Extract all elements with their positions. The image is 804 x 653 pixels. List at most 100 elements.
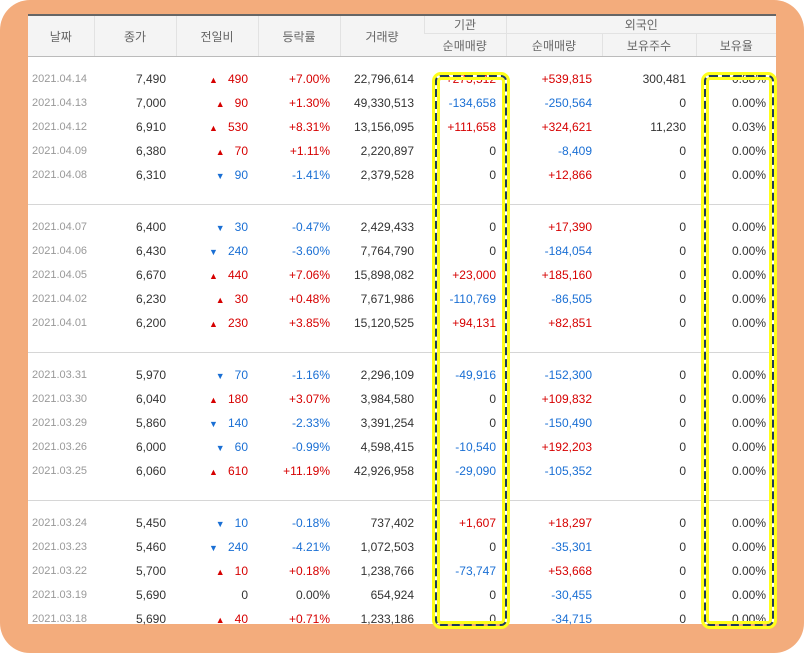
cell-foreign-net: +109,832: [541, 391, 592, 406]
highlight-institution-column: [432, 72, 510, 629]
cell-foreign-holdings: 0: [679, 95, 686, 110]
header-change[interactable]: 전일비: [175, 15, 258, 57]
header-rate[interactable]: 등락률: [257, 15, 340, 57]
cell-date: 2021.04.14: [32, 72, 88, 85]
table-row: 2021.03.22 5,700 ▲ 10 +0.18% 1,238,766 -73,747…: [28, 559, 776, 583]
cell-volume: 1,238,766: [360, 563, 414, 578]
cell-foreign-net: +18,297: [548, 515, 592, 530]
cell-volume: 22,796,614: [353, 71, 414, 86]
cell-change: ▲ 490: [176, 67, 258, 91]
group-spacer: [28, 501, 776, 511]
cell-institution-net: 0: [489, 243, 496, 258]
header-close[interactable]: 종가: [93, 15, 176, 57]
header-foreign-ratio[interactable]: 보유율: [695, 33, 777, 57]
cell-institution-net: -134,658: [448, 95, 496, 110]
cell-foreign-holdings: 0: [679, 267, 686, 282]
change-value: 60: [234, 439, 248, 454]
group-spacer: [28, 205, 776, 215]
change-value: 90: [234, 167, 248, 182]
cell-foreign-ratio: 0.03%: [731, 119, 767, 134]
cell-foreign-holdings: 300,481: [642, 71, 686, 86]
cell-foreign-net: +53,668: [548, 563, 592, 578]
down-triangle-icon: ▼: [215, 222, 225, 233]
cell-close: 6,060: [135, 463, 166, 478]
cell-institution-net: 0: [489, 539, 496, 554]
cell-foreign-ratio: 0.00%: [731, 95, 767, 110]
cell-institution-net: +111,658: [447, 119, 496, 134]
cell-foreign-ratio: 0.00%: [731, 439, 767, 454]
cell-volume: 2,296,109: [360, 367, 414, 382]
cell-foreign-ratio: 0.00%: [731, 391, 767, 406]
cell-rate: +0.71%: [288, 611, 330, 626]
cell-foreign-holdings: 0: [679, 539, 686, 554]
up-triangle-icon: ▲: [215, 566, 225, 577]
cell-foreign-net: -150,490: [544, 415, 592, 430]
down-triangle-icon: ▼: [215, 170, 225, 181]
cell-close: 6,000: [135, 439, 166, 454]
cell-foreign-net: +539,815: [541, 71, 592, 86]
header-foreign-net[interactable]: 순매매량: [505, 33, 602, 57]
down-triangle-icon: ▼: [215, 442, 225, 453]
header-institution-group: 기관: [423, 15, 506, 34]
cell-foreign-ratio: 0.00%: [731, 587, 767, 602]
cell-close: 6,430: [135, 243, 166, 258]
table-row: 2021.04.02 6,230 ▲ 30 +0.48% 7,671,986 -110,76…: [28, 287, 776, 311]
cell-foreign-ratio: 0.00%: [731, 219, 767, 234]
change-value: 240: [227, 243, 248, 258]
cell-foreign-holdings: 0: [679, 291, 686, 306]
table-row: 2021.04.13 7,000 ▲ 90 +1.30% 49,330,513 -134,6…: [28, 91, 776, 115]
cell-change: ▲ 40: [176, 607, 258, 631]
cell-change: ▲ 30: [176, 287, 258, 311]
cell-institution-net: -29,090: [455, 463, 496, 478]
table-header: 날짜 종가 전일비 등락률 거래량 기관 외국인 순매매량 순매매량 보유주수 …: [28, 15, 777, 57]
header-foreign-holdings[interactable]: 보유주수: [601, 33, 696, 57]
group-divider: [28, 186, 777, 205]
header-institution-net[interactable]: 순매매량: [424, 33, 506, 57]
down-triangle-icon: ▼: [209, 542, 218, 553]
cell-foreign-ratio: 0.00%: [731, 315, 767, 330]
cell-foreign-holdings: 0: [679, 515, 686, 530]
cell-institution-net: -49,916: [455, 367, 496, 382]
cell-foreign-holdings: 0: [679, 167, 686, 182]
cell-rate: -4.21%: [291, 539, 330, 554]
cell-volume: 2,429,433: [360, 219, 414, 234]
cell-change: ▼ 240: [176, 535, 258, 559]
cell-close: 7,490: [135, 71, 166, 86]
cell-change: ▼ 240: [176, 239, 258, 263]
header-date[interactable]: 날짜: [28, 15, 94, 57]
cell-change: 0: [176, 583, 258, 607]
cell-institution-net: 0: [489, 415, 496, 430]
cell-volume: 15,898,082: [353, 267, 414, 282]
table-row: 2021.03.23 5,460 ▼ 240 -4.21% 1,072,503 0 -35,3…: [28, 535, 776, 559]
cell-institution-net: -10,540: [455, 439, 496, 454]
cell-close: 6,310: [135, 167, 166, 182]
up-triangle-icon: ▲: [209, 122, 218, 133]
cell-change: ▲ 530: [176, 115, 258, 139]
up-triangle-icon: ▲: [215, 294, 225, 305]
trading-table: 날짜 종가 전일비 등락률 거래량 기관 외국인 순매매량 순매매량 보유주수 …: [28, 14, 777, 631]
divider-cell: [28, 482, 777, 501]
cell-volume: 654,924: [370, 587, 414, 602]
cell-foreign-net: +82,851: [548, 315, 592, 330]
cell-foreign-ratio: 0.00%: [731, 611, 767, 626]
cell-close: 6,670: [135, 267, 166, 282]
table-row: 2021.04.06 6,430 ▼ 240 -3.60% 7,764,790 0 -184,…: [28, 239, 776, 263]
cell-foreign-holdings: 0: [679, 367, 686, 382]
up-triangle-icon: ▲: [209, 394, 218, 405]
cell-volume: 3,984,580: [360, 391, 414, 406]
cell-rate: +0.18%: [288, 563, 330, 578]
cell-volume: 13,156,095: [353, 119, 414, 134]
cell-date: 2021.04.02: [32, 292, 88, 305]
cell-date: 2021.03.22: [32, 564, 88, 577]
cell-foreign-ratio: 0.00%: [731, 515, 767, 530]
cell-institution-net: 0: [489, 587, 496, 602]
cell-volume: 2,379,528: [360, 167, 414, 182]
cell-rate: +3.85%: [288, 315, 330, 330]
cell-foreign-holdings: 0: [679, 243, 686, 258]
cell-foreign-ratio: 0.00%: [731, 267, 767, 282]
cell-foreign-net: -250,564: [544, 95, 592, 110]
cell-institution-net: 0: [489, 143, 496, 158]
cell-institution-net: +1,607: [458, 515, 496, 530]
header-volume[interactable]: 거래량: [339, 15, 424, 57]
cell-date: 2021.03.26: [32, 440, 88, 453]
